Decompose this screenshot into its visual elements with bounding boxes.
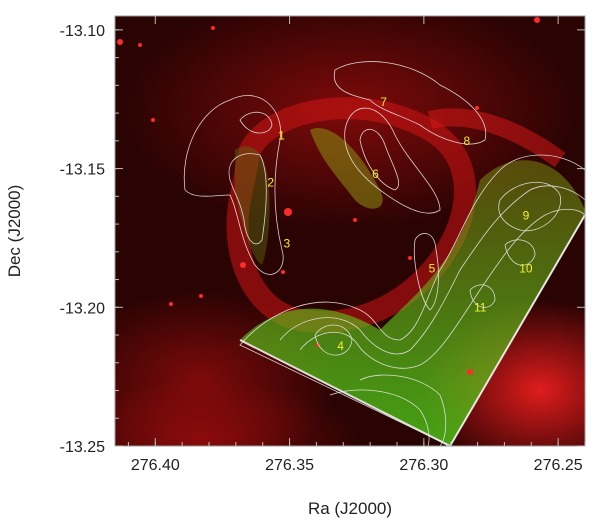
y-tick-label: -13.20 [60, 300, 105, 317]
clump-label: 1 [278, 128, 285, 142]
clump-label: 9 [523, 209, 530, 223]
y-axis-title: Dec (J2000) [5, 185, 24, 278]
y-tick-label: -13.25 [60, 439, 105, 456]
clump-label: 3 [284, 236, 291, 250]
clump-label: 6 [372, 167, 379, 181]
image-panel [115, 16, 585, 446]
x-tick-label: 276.35 [265, 457, 314, 474]
clump-label: 10 [519, 261, 533, 275]
clump-label: 5 [429, 261, 436, 275]
clump-labels: 1 2 3 4 5 6 7 8 9 10 11 [267, 95, 532, 353]
green-overlay [240, 160, 585, 446]
clump-label: 4 [337, 339, 344, 353]
x-tick-label: 276.40 [131, 457, 180, 474]
contour-lines [183, 61, 585, 446]
axis-ticks: 276.40 276.35 276.30 276.25 -13.10 -13.15 -13.… [60, 16, 586, 474]
clump-label: 11 [474, 300, 487, 314]
x-tick-label: 276.30 [399, 457, 448, 474]
x-tick-label: 276.25 [534, 457, 583, 474]
point-sources [117, 17, 540, 375]
clump-label: 2 [267, 175, 274, 189]
x-axis-title: Ra (J2000) [308, 499, 392, 518]
plot-frame [114, 15, 586, 447]
clump-label: 7 [380, 95, 387, 109]
y-tick-label: -13.15 [60, 162, 105, 179]
clump-label: 8 [463, 134, 470, 148]
y-tick-label: -13.10 [60, 23, 105, 40]
